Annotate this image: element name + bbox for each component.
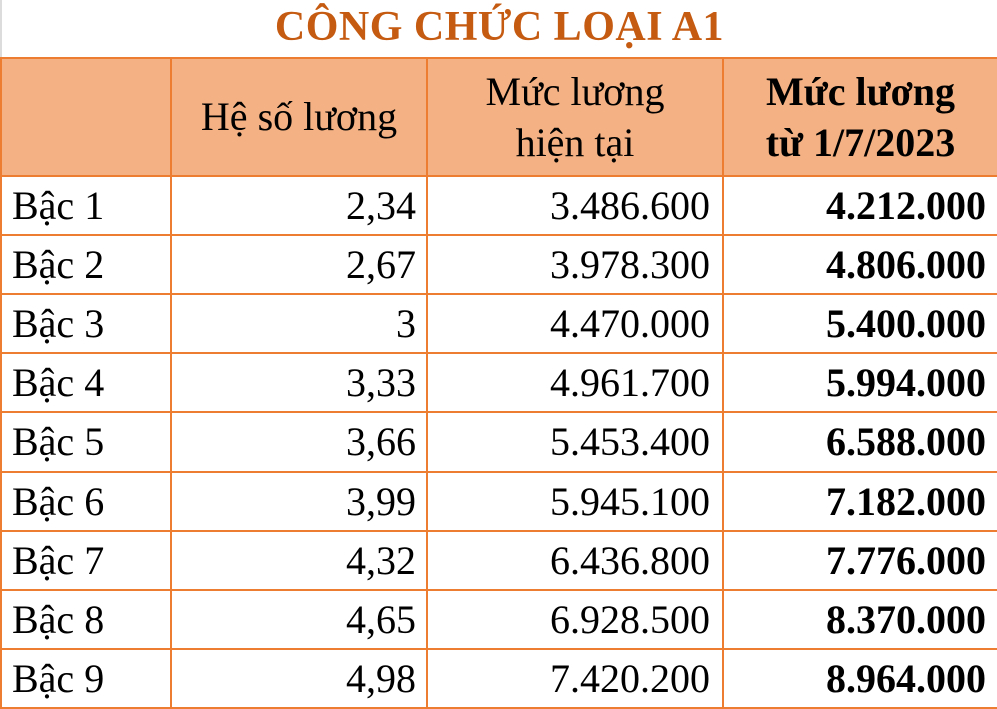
header-coefficient: Hệ số lương <box>170 57 428 177</box>
header-current-salary: Mức lương hiện tại <box>426 57 724 177</box>
cell-level: Bậc 2 <box>0 234 172 296</box>
cell-coefficient: 2,34 <box>170 174 428 237</box>
cell-new-salary: 5.400.000 <box>722 293 997 355</box>
table-row: Bậc 4 3,33 4.961.700 5.994.000 <box>0 352 997 414</box>
header-current-line2: hiện tại <box>515 120 635 165</box>
cell-level: Bậc 6 <box>0 470 172 532</box>
cell-new-salary: 7.776.000 <box>722 529 997 591</box>
table-title-bar: CÔNG CHỨC LOẠI A1 <box>0 0 997 57</box>
cell-coefficient: 2,67 <box>170 234 428 296</box>
cell-current-salary: 4.470.000 <box>426 293 724 355</box>
cell-current-salary: 3.486.600 <box>426 174 724 237</box>
table-row: Bậc 7 4,32 6.436.800 7.776.000 <box>0 529 997 591</box>
header-new-salary: Mức lương từ 1/7/2023 <box>722 57 997 177</box>
cell-current-salary: 6.928.500 <box>426 588 724 650</box>
cell-current-salary: 5.453.400 <box>426 411 724 473</box>
cell-coefficient: 3,99 <box>170 470 428 532</box>
cell-new-salary: 8.370.000 <box>722 588 997 650</box>
cell-current-salary: 5.945.100 <box>426 470 724 532</box>
header-row: Hệ số lương Mức lương hiện tại Mức lương… <box>0 57 997 177</box>
cell-level: Bậc 3 <box>0 293 172 355</box>
cell-new-salary: 7.182.000 <box>722 470 997 532</box>
cell-level: Bậc 7 <box>0 529 172 591</box>
table-header: Hệ số lương Mức lương hiện tại Mức lương… <box>0 57 997 177</box>
cell-new-salary: 4.806.000 <box>722 234 997 296</box>
cell-level: Bậc 5 <box>0 411 172 473</box>
table-row: Bậc 6 3,99 5.945.100 7.182.000 <box>0 470 997 532</box>
cell-level: Bậc 9 <box>0 647 172 709</box>
cell-coefficient: 4,32 <box>170 529 428 591</box>
cell-level: Bậc 4 <box>0 352 172 414</box>
cell-current-salary: 3.978.300 <box>426 234 724 296</box>
cell-coefficient: 4,98 <box>170 647 428 709</box>
cell-level: Bậc 8 <box>0 588 172 650</box>
cell-current-salary: 6.436.800 <box>426 529 724 591</box>
cell-new-salary: 5.994.000 <box>722 352 997 414</box>
table-row: Bậc 3 3 4.470.000 5.400.000 <box>0 293 997 355</box>
cell-coefficient: 3,33 <box>170 352 428 414</box>
cell-new-salary: 6.588.000 <box>722 411 997 473</box>
header-current-line1: Mức lương <box>485 68 665 114</box>
table-row: Bậc 5 3,66 5.453.400 6.588.000 <box>0 411 997 473</box>
cell-level: Bậc 1 <box>0 174 172 237</box>
cell-coefficient: 3,66 <box>170 411 428 473</box>
cell-current-salary: 4.961.700 <box>426 352 724 414</box>
cell-current-salary: 7.420.200 <box>426 647 724 709</box>
header-new-line1: Mức lương <box>765 68 956 114</box>
salary-table: Hệ số lương Mức lương hiện tại Mức lương… <box>0 57 997 709</box>
table-row: Bậc 8 4,65 6.928.500 8.370.000 <box>0 588 997 650</box>
header-new-line2: từ 1/7/2023 <box>765 120 956 165</box>
cell-coefficient: 4,65 <box>170 588 428 650</box>
table-row: Bậc 2 2,67 3.978.300 4.806.000 <box>0 234 997 296</box>
table-body: Bậc 1 2,34 3.486.600 4.212.000 Bậc 2 2,6… <box>0 174 997 709</box>
cell-coefficient: 3 <box>170 293 428 355</box>
cell-new-salary: 4.212.000 <box>722 174 997 237</box>
table-row: Bậc 9 4,98 7.420.200 8.964.000 <box>0 647 997 709</box>
header-level <box>0 57 172 177</box>
cell-new-salary: 8.964.000 <box>722 647 997 709</box>
table-row: Bậc 1 2,34 3.486.600 4.212.000 <box>0 174 997 237</box>
page-title: CÔNG CHỨC LOẠI A1 <box>274 3 725 50</box>
